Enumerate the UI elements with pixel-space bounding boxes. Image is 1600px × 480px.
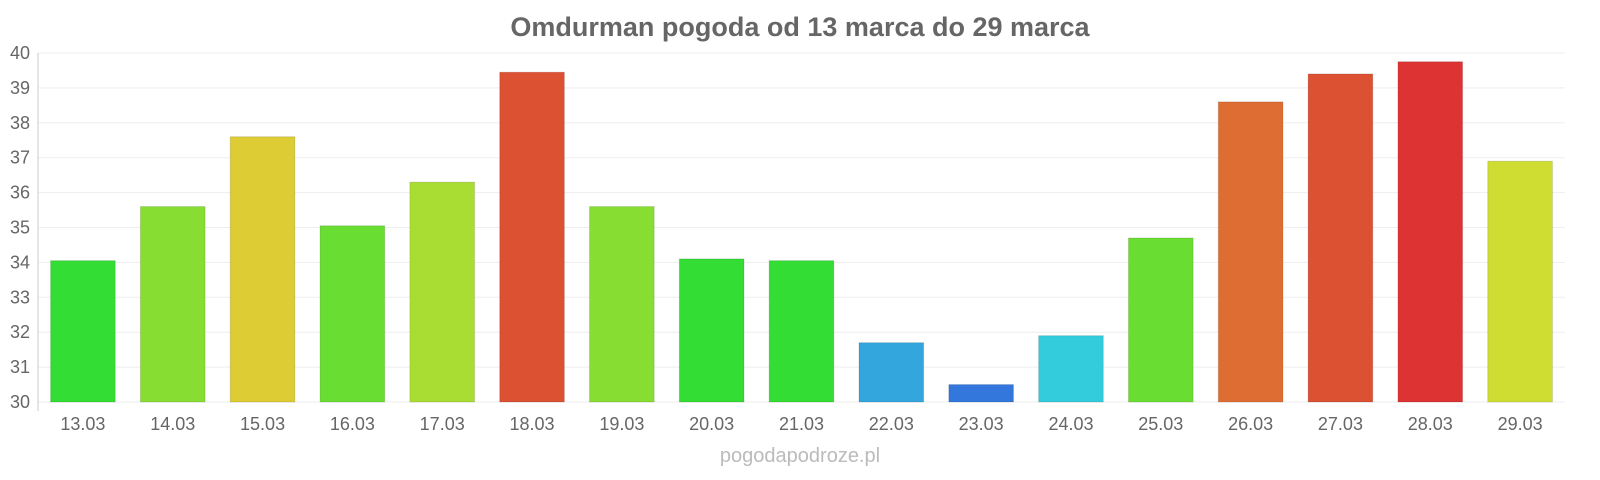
bar-17.03 xyxy=(409,181,476,403)
y-tick-label: 34 xyxy=(10,252,30,272)
x-tick-label: 19.03 xyxy=(599,414,644,434)
y-tick-label: 33 xyxy=(10,287,30,307)
y-tick-label: 38 xyxy=(10,113,30,133)
bar-28.03 xyxy=(1397,61,1464,403)
bar-26.03 xyxy=(1217,101,1284,403)
x-tick-label: 27.03 xyxy=(1318,414,1363,434)
x-axis: 13.03 14.03 15.03 16.03 17.03 18.03 19.03 20.03… xyxy=(60,414,1542,434)
x-tick-label: 18.03 xyxy=(510,414,555,434)
y-tick-label: 39 xyxy=(10,78,30,98)
y-tick-label: 40 xyxy=(10,43,30,63)
y-tick-label: 35 xyxy=(10,218,30,238)
bar-14.03 xyxy=(139,206,206,403)
bar-13.03 xyxy=(50,260,116,403)
bar-15.03 xyxy=(229,136,296,403)
watermark: pogodapodroze.pl xyxy=(720,445,880,467)
x-tick-label: 16.03 xyxy=(330,414,375,434)
bar-27.03 xyxy=(1307,73,1374,403)
bar-19.03 xyxy=(589,206,655,403)
bar-25.03 xyxy=(1127,237,1194,403)
bar-21.03 xyxy=(768,260,835,403)
x-tick-label: 24.03 xyxy=(1048,414,1093,434)
y-axis: 30 31 32 33 34 35 36 37 38 39 40 xyxy=(10,43,39,412)
x-tick-label: 15.03 xyxy=(240,414,285,434)
x-tick-label: 13.03 xyxy=(60,414,105,434)
bar-29.03 xyxy=(1487,160,1553,403)
bar-23.03 xyxy=(948,384,1014,403)
y-tick-label: 30 xyxy=(10,392,30,412)
chart-title: Omdurman pogoda od 13 marca do 29 marca xyxy=(510,12,1090,42)
x-tick-label: 29.03 xyxy=(1498,414,1543,434)
y-tick-label: 36 xyxy=(10,183,30,203)
x-tick-label: 17.03 xyxy=(420,414,465,434)
x-tick-label: 21.03 xyxy=(779,414,824,434)
bar-20.03 xyxy=(678,258,745,403)
x-tick-label: 25.03 xyxy=(1138,414,1183,434)
bar-24.03 xyxy=(1038,335,1104,403)
bar-18.03 xyxy=(499,71,565,403)
y-tick-label: 37 xyxy=(10,148,30,168)
y-tick-label: 31 xyxy=(10,357,30,377)
x-tick-label: 28.03 xyxy=(1408,414,1453,434)
x-tick-label: 26.03 xyxy=(1228,414,1273,434)
bars xyxy=(50,61,1553,403)
x-tick-label: 20.03 xyxy=(689,414,734,434)
x-tick-label: 23.03 xyxy=(959,414,1004,434)
x-tick-label: 14.03 xyxy=(150,414,195,434)
bar-16.03 xyxy=(319,225,386,403)
x-tick-label: 22.03 xyxy=(869,414,914,434)
y-tick-label: 32 xyxy=(10,322,30,342)
bar-22.03 xyxy=(858,342,925,403)
